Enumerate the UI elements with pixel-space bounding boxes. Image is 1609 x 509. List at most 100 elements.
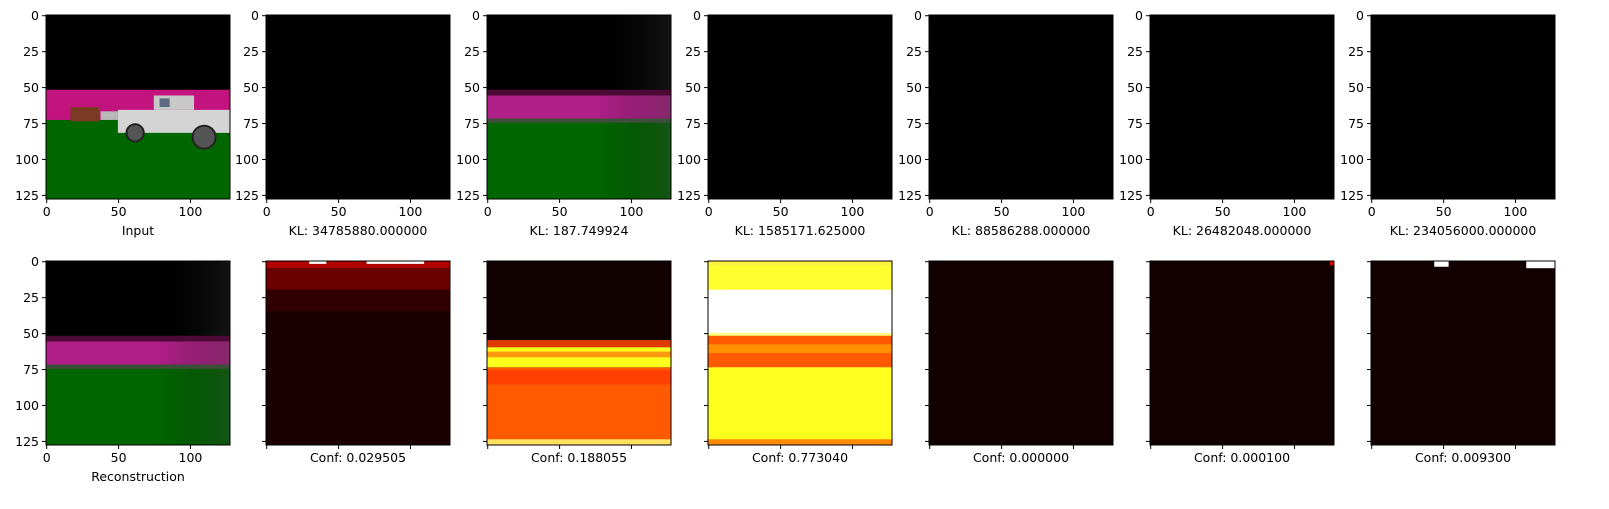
subplot-panel: 0 50 100 0 25 50 75 100 125 Reconstruction	[15, 254, 231, 484]
heat-upper	[266, 268, 450, 290]
x-tick-label: 50	[1215, 204, 1231, 219]
subplot-panel: 0 50 100 0 25 50 75 100 125 KL: 1585171.625000	[677, 8, 893, 238]
image-wheel	[125, 123, 145, 143]
y-tick-label: 75	[243, 116, 259, 131]
x-tick-label: 100	[841, 204, 865, 219]
image-wheel	[191, 124, 217, 150]
heat-bottom-row	[708, 439, 892, 445]
subplot-panel: 0 50 100 0 25 50 75 100 125 KL: 34785880.000000	[235, 8, 451, 238]
y-tick-label: 125	[15, 188, 39, 203]
y-tick-label: 75	[23, 362, 39, 377]
y-tick-label: 100	[235, 152, 259, 167]
axes-frame	[265, 260, 451, 446]
axes-frame	[1370, 260, 1556, 446]
subplot-panel: 0 50 100 0 25 50 75 100 125 KL: 88586288.000000	[898, 8, 1114, 238]
heat-white-spot	[1434, 261, 1449, 267]
y-tick-label: 50	[1348, 80, 1364, 95]
axes-frame	[707, 260, 893, 446]
heat-white-spot	[1526, 261, 1555, 269]
y-tick-label: 100	[15, 152, 39, 167]
image-blur-edge	[46, 364, 230, 369]
x-tick-label: 100	[179, 204, 203, 219]
heat-yellow-ground	[708, 367, 892, 445]
y-tick-label: 50	[906, 80, 922, 95]
y-tick-label: 25	[23, 290, 39, 305]
heat-yellow-top	[708, 265, 892, 290]
image-blur-edge	[46, 335, 230, 342]
y-tick-label: 25	[1348, 44, 1364, 59]
y-tick-label: 50	[1127, 80, 1143, 95]
y-tick-label: 100	[898, 152, 922, 167]
subplot-caption: Input	[122, 223, 154, 238]
y-tick-label: 75	[464, 116, 480, 131]
y-tick-label: 25	[906, 44, 922, 59]
image-black	[266, 15, 450, 199]
subplot-caption: Conf: 0.009300	[1415, 450, 1511, 465]
heat-white-band	[708, 289, 892, 333]
y-tick-label: 50	[685, 80, 701, 95]
y-tick-label: 125	[1119, 188, 1143, 203]
x-tick-label: 100	[1062, 204, 1086, 219]
y-tick-label: 75	[23, 116, 39, 131]
axes-frame	[486, 260, 672, 446]
subplot-caption: Conf: 0.029505	[310, 450, 406, 465]
x-tick-label: 0	[43, 204, 51, 219]
subplot-caption: Conf: 0.000100	[1194, 450, 1290, 465]
heat-base	[1371, 261, 1555, 445]
heat-mid-line	[487, 351, 671, 358]
y-tick-label: 50	[464, 80, 480, 95]
x-tick-label: 50	[1436, 204, 1452, 219]
image-black	[929, 15, 1113, 199]
y-tick-label: 0	[693, 8, 701, 23]
y-tick-label: 0	[1356, 8, 1364, 23]
heat-white-spot	[366, 261, 425, 264]
image-black	[708, 15, 892, 199]
x-tick-label: 50	[773, 204, 789, 219]
y-tick-label: 100	[456, 152, 480, 167]
y-tick-label: 25	[243, 44, 259, 59]
x-tick-label: 100	[179, 450, 203, 465]
x-tick-label: 50	[111, 450, 127, 465]
subplot-panel: Conf: 0.009300	[1367, 260, 1556, 465]
image-box	[70, 107, 100, 122]
heat-white-spot	[309, 261, 327, 264]
x-tick-label: 0	[263, 204, 271, 219]
subplot-caption: KL: 88586288.000000	[952, 223, 1091, 238]
image-truck-window	[159, 98, 170, 107]
subplot-caption: Reconstruction	[91, 469, 185, 484]
y-tick-label: 100	[15, 398, 39, 413]
subplot-caption: Conf: 0.000000	[973, 450, 1069, 465]
x-tick-label: 100	[1504, 204, 1528, 219]
axes-frame	[45, 14, 231, 200]
subplot-caption: KL: 34785880.000000	[289, 223, 428, 238]
x-tick-label: 0	[1368, 204, 1376, 219]
subplot-panel: Conf: 0.029505	[262, 260, 451, 465]
x-tick-label: 100	[1283, 204, 1307, 219]
x-tick-label: 50	[111, 204, 127, 219]
heat-top-row	[266, 261, 450, 269]
heat-spot	[1329, 261, 1334, 266]
y-tick-label: 25	[464, 44, 480, 59]
y-tick-label: 0	[251, 8, 259, 23]
x-tick-label: 100	[620, 204, 644, 219]
subplot-caption: KL: 187.749924	[530, 223, 629, 238]
y-tick-label: 75	[906, 116, 922, 131]
axes-frame	[45, 260, 231, 446]
x-tick-label: 0	[926, 204, 934, 219]
y-tick-label: 125	[1340, 188, 1364, 203]
subplot-caption: Conf: 0.773040	[752, 450, 848, 465]
y-tick-label: 125	[898, 188, 922, 203]
heat-base	[1150, 261, 1334, 445]
subplot-panel: 0 50 100 0 25 50 75 100 125 Input	[15, 8, 231, 238]
heat-bottom-row	[487, 439, 671, 445]
x-tick-label: 0	[484, 204, 492, 219]
x-tick-label: 50	[552, 204, 568, 219]
x-tick-label: 100	[399, 204, 423, 219]
y-tick-label: 0	[1135, 8, 1143, 23]
y-tick-label: 75	[1127, 116, 1143, 131]
subplot-caption: KL: 1585171.625000	[735, 223, 866, 238]
image-blur-edge	[487, 118, 671, 123]
heat-edge	[487, 340, 671, 348]
image-black	[1371, 15, 1555, 199]
